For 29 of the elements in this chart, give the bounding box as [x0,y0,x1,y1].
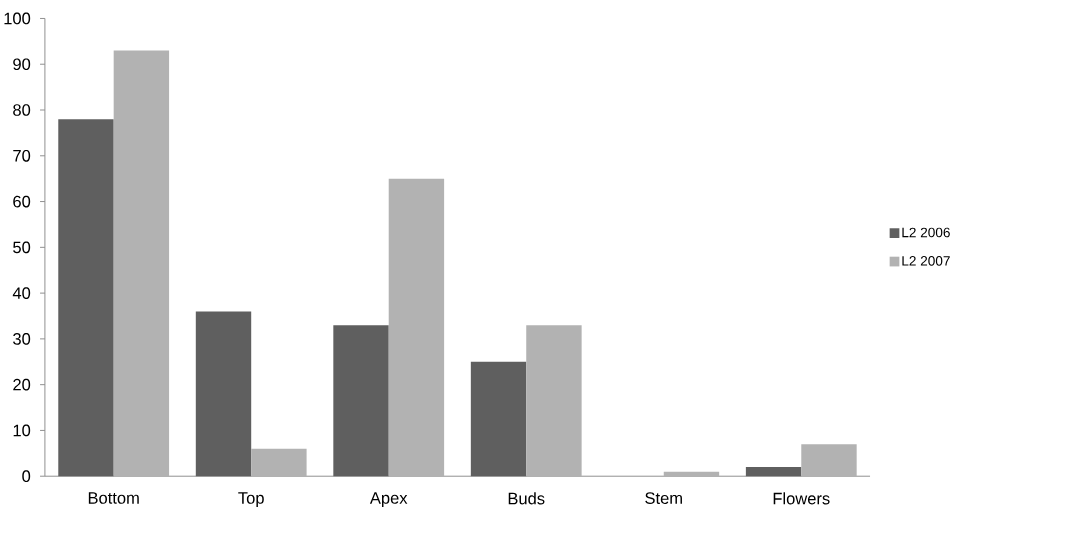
x-tick-label: Flowers [773,492,830,505]
bar [58,118,114,476]
bar [195,311,252,476]
y-tick-label: 30 [13,332,31,345]
bar [470,361,527,476]
bar [526,324,582,476]
y-tick-label: 90 [13,58,31,70]
bar [745,466,802,476]
y-tick-label: 20 [13,378,31,391]
y-tick-label: 50 [13,241,31,253]
y-tick-label: 100 [4,12,31,25]
y-tick-label: 0 [22,470,31,482]
bar [251,448,307,476]
x-tick-label: Buds [508,492,545,505]
bar [801,443,857,476]
y-tick-label: 40 [12,287,31,299]
x-tick-label: Apex [369,492,408,507]
y-tick-label: 80 [13,103,31,116]
y-tick-label: 70 [13,149,31,162]
y-tick-label: 10 [13,424,31,437]
x-tick-label: Bottom [88,492,139,504]
x-tick-label: Stem [645,492,682,504]
y-tick-label: 60 [13,195,31,208]
legend-label: L2 2006 [902,227,950,238]
legend-label: L2 2007 [902,255,950,266]
bar [113,50,170,476]
bar [388,178,445,476]
bar [333,324,389,476]
x-tick-label: Top [238,492,264,507]
